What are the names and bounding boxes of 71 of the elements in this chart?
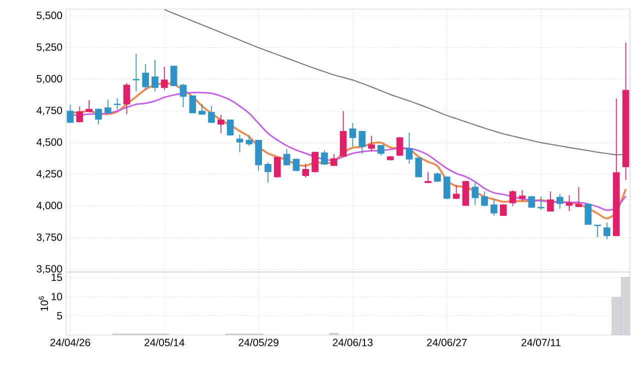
candlestick: [142, 64, 149, 91]
y-tick-label: 4,250: [36, 170, 62, 179]
candlestick: [86, 100, 92, 113]
candlestick: [358, 130, 366, 154]
x-tick-label: 24/06/27: [427, 338, 467, 346]
y-tick-label: 5,000: [36, 75, 62, 84]
candlestick: [368, 135, 375, 152]
candlestick: [217, 114, 224, 134]
candlestick: [283, 148, 290, 166]
candlestick: [378, 144, 384, 156]
candlestick: [415, 157, 422, 178]
candlestick: [481, 191, 488, 207]
candlestick: [509, 190, 516, 207]
candlestick: [180, 83, 187, 108]
x-tick-label: 24/04/26: [50, 338, 90, 346]
candlestick: [518, 190, 526, 202]
candlestick: [95, 108, 102, 125]
candlestick: [170, 66, 178, 87]
candlestick: [114, 98, 121, 110]
y-tick-label: 5,500: [36, 12, 62, 20]
candlestick: [538, 196, 544, 210]
candlestick: [198, 104, 206, 116]
candlestick: [152, 59, 158, 92]
candlestick: [132, 54, 140, 92]
candlestick: [584, 203, 592, 225]
candlestick: [226, 119, 234, 136]
candlestick: [274, 156, 281, 178]
candlestick: [321, 150, 328, 166]
candlestick: [424, 171, 432, 184]
candlestick: [76, 106, 84, 123]
candlestick: [189, 95, 196, 114]
x-tick-label: 24/06/13: [332, 338, 373, 346]
candlestick: [575, 186, 582, 208]
candlestick: [104, 99, 112, 114]
candlestick: [292, 158, 300, 172]
candlestick: [236, 134, 244, 153]
y-tick-label: 4,000: [36, 202, 62, 210]
y-tick-label: 5,250: [36, 43, 62, 52]
y-axis-title: 10$^{6}$: [38, 296, 48, 311]
candlestick: [123, 82, 130, 115]
candlestick: [246, 134, 253, 146]
y-tick-label: 3,750: [36, 233, 62, 242]
candlestick: [312, 152, 318, 173]
x-tick-label: 24/05/14: [144, 338, 184, 346]
x-tick-label: 24/05/29: [238, 338, 278, 346]
candlestick: [330, 154, 338, 167]
y-tick-label: 10: [52, 292, 62, 300]
candlestick: [547, 191, 554, 212]
candlestick: [264, 162, 272, 184]
candlestick: [490, 198, 498, 216]
candlestick: [434, 172, 441, 182]
candlestick: [208, 106, 215, 124]
candlestick: [66, 104, 74, 124]
y-tick-label: 4,500: [36, 138, 62, 148]
candlestick: [500, 204, 507, 216]
candlestick: [556, 194, 564, 210]
y-tick-label: 4,750: [36, 106, 62, 116]
candlestick: [452, 184, 460, 200]
candlestick: [604, 222, 610, 240]
candlestick: [406, 132, 413, 164]
candlestick: [160, 66, 168, 91]
candlestick: [396, 136, 404, 156]
candlestick: [302, 163, 310, 178]
y-tick-label: 15: [52, 274, 62, 282]
candlestick: [472, 182, 479, 206]
x-tick-label: 24/07/11: [522, 338, 560, 346]
y-tick-label: 3,500: [36, 265, 62, 274]
y-tick-label: 5: [57, 312, 62, 320]
candlestick: [528, 196, 536, 208]
candlestick: [566, 194, 573, 212]
candlestick: [349, 122, 356, 147]
